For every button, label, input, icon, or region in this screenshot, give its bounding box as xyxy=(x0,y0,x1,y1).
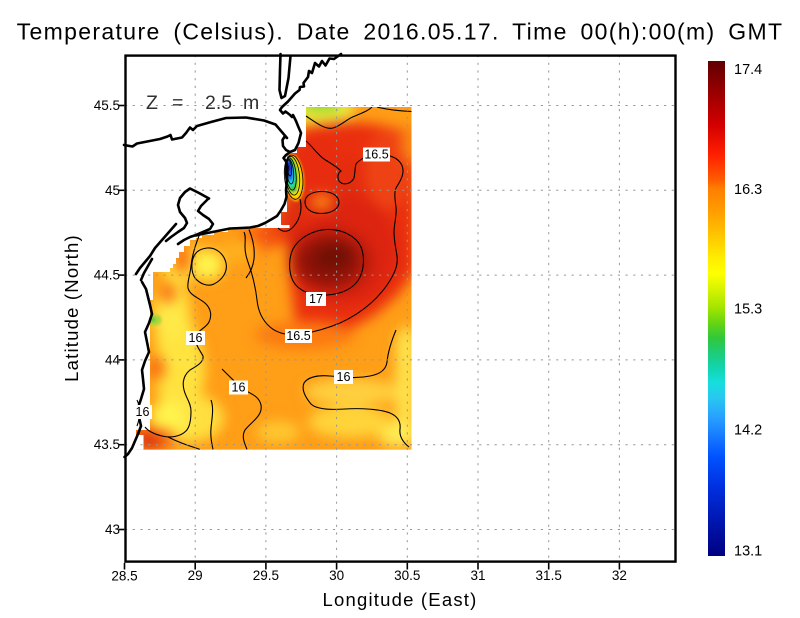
svg-text:29: 29 xyxy=(188,568,203,583)
svg-text:30: 30 xyxy=(329,568,344,583)
svg-text:15.3: 15.3 xyxy=(734,302,762,318)
svg-text:16: 16 xyxy=(337,370,351,384)
svg-text:16: 16 xyxy=(232,381,246,395)
svg-text:17: 17 xyxy=(309,292,323,306)
svg-text:=: = xyxy=(172,92,183,114)
svg-text:17.4: 17.4 xyxy=(734,62,762,78)
svg-text:Z: Z xyxy=(146,92,158,114)
svg-text:16.5: 16.5 xyxy=(364,148,388,162)
svg-text:16: 16 xyxy=(189,331,203,345)
svg-text:44.5: 44.5 xyxy=(94,268,120,283)
svg-text:16.3: 16.3 xyxy=(734,182,762,198)
svg-text:29.5: 29.5 xyxy=(253,568,279,583)
svg-text:32: 32 xyxy=(612,568,627,583)
svg-text:16: 16 xyxy=(136,405,150,419)
svg-text:Longitude (East): Longitude (East) xyxy=(323,589,478,610)
svg-text:45: 45 xyxy=(105,183,120,198)
svg-text:30.5: 30.5 xyxy=(394,568,420,583)
svg-text:m: m xyxy=(243,92,259,114)
svg-text:31.5: 31.5 xyxy=(536,568,562,583)
svg-text:13.1: 13.1 xyxy=(734,544,762,560)
svg-text:43: 43 xyxy=(105,522,120,537)
svg-text:44: 44 xyxy=(105,352,121,367)
svg-text:2.5: 2.5 xyxy=(205,92,232,114)
svg-text:45.5: 45.5 xyxy=(94,98,120,113)
svg-text:28.5: 28.5 xyxy=(111,569,137,584)
svg-text:16.5: 16.5 xyxy=(286,329,310,343)
svg-text:14.2: 14.2 xyxy=(734,423,762,439)
svg-text:43.5: 43.5 xyxy=(94,437,120,452)
svg-text:Temperature (Celsius). Date 20: Temperature (Celsius). Date 2016.05.17. … xyxy=(17,19,784,45)
svg-text:Latitude (North): Latitude (North) xyxy=(61,234,82,382)
svg-text:31: 31 xyxy=(470,568,485,583)
